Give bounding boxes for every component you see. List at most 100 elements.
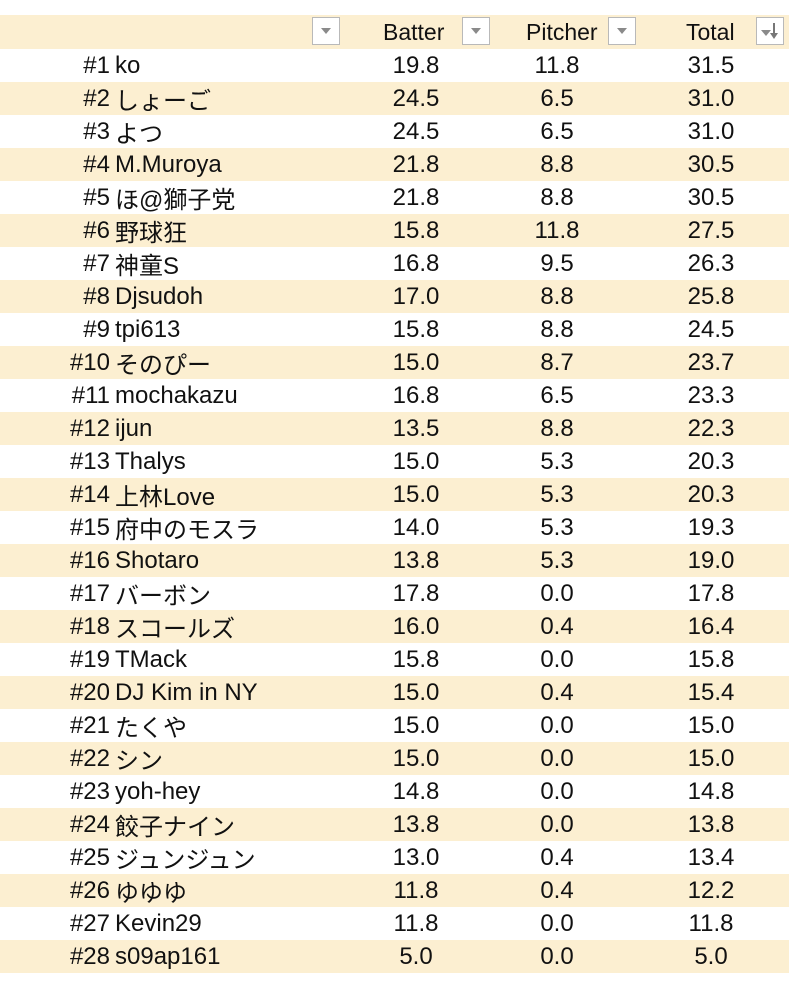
- player-name: 餃子ナイン: [115, 814, 235, 841]
- table-row[interactable]: #8 Djsudoh 17.0 8.8 25.8: [0, 280, 789, 313]
- batter-score: 24.5: [392, 117, 440, 145]
- player-name: TMack: [115, 645, 187, 673]
- table-row[interactable]: #14 上林Love 15.0 5.3 20.3: [0, 478, 789, 511]
- player-name: s09ap161: [115, 942, 221, 970]
- player-cell: #25 ジュンジュン: [0, 841, 340, 875]
- player-name: M.Muroya: [115, 150, 222, 178]
- player-cell: #9 tpi613: [0, 313, 340, 346]
- total-score: 31.0: [687, 84, 735, 112]
- table-row[interactable]: #19 TMack 15.8 0.0 15.8: [0, 643, 789, 676]
- pitcher-score: 6.5: [540, 84, 574, 112]
- total-score: 30.5: [687, 183, 735, 211]
- player-name: Djsudoh: [115, 282, 204, 310]
- pitcher-score: 0.4: [540, 876, 574, 904]
- player-cell: #6 野球狂: [0, 214, 340, 248]
- batter-score: 17.8: [392, 579, 440, 607]
- total-score: 16.4: [687, 612, 735, 640]
- total-score: 12.2: [687, 876, 735, 904]
- player-name: たくや: [115, 715, 187, 742]
- table-row[interactable]: #16 Shotaro 13.8 5.3 19.0: [0, 544, 789, 577]
- table-row[interactable]: #23 yoh-hey 14.8 0.0 14.8: [0, 775, 789, 808]
- pitcher-score: 5.3: [540, 480, 574, 508]
- rank-label: #9: [83, 315, 110, 343]
- table-row[interactable]: #22 シン 15.0 0.0 15.0: [0, 742, 789, 775]
- table-row[interactable]: #7 神童S 16.8 9.5 26.3: [0, 247, 789, 281]
- rank-label: #14: [69, 480, 110, 508]
- batter-score: 15.0: [392, 348, 440, 376]
- total-score: 13.4: [687, 843, 735, 871]
- pitcher-filter-button[interactable]: [608, 17, 636, 45]
- table-row[interactable]: #12 ijun 13.5 8.8 22.3: [0, 412, 789, 445]
- batter-score: 11.8: [393, 909, 439, 937]
- pitcher-score: 0.0: [540, 942, 574, 970]
- table-row[interactable]: #3 よつ 24.5 6.5 31.0: [0, 115, 789, 149]
- player-cell: #18 スコールズ: [0, 610, 340, 644]
- total-score: 27.5: [687, 216, 735, 244]
- table-row[interactable]: #9 tpi613 15.8 8.8 24.5: [0, 313, 789, 346]
- rank-label: #3: [83, 117, 110, 145]
- batter-score: 13.0: [392, 843, 440, 871]
- pitcher-score: 5.3: [540, 513, 574, 541]
- total-score: 23.7: [687, 348, 735, 376]
- rank-label: #17: [69, 579, 110, 607]
- batter-score: 15.0: [392, 744, 440, 772]
- table-row[interactable]: #4 M.Muroya 21.8 8.8 30.5: [0, 148, 789, 181]
- player-name: tpi613: [115, 315, 181, 343]
- batter-score: 16.0: [392, 612, 440, 640]
- player-cell: #5 ほ@獅子党: [0, 181, 340, 215]
- batter-filter-button[interactable]: [462, 17, 490, 45]
- total-score: 15.4: [687, 678, 735, 706]
- table-row[interactable]: #24 餃子ナイン 13.8 0.0 13.8: [0, 808, 789, 841]
- rank-label: #13: [69, 447, 110, 475]
- total-header: Total: [686, 18, 735, 45]
- batter-header: Batter: [383, 18, 445, 45]
- rank-label: #25: [69, 843, 110, 871]
- rank-label: #10: [69, 348, 110, 376]
- batter-score: 14.0: [392, 513, 440, 541]
- total-score: 19.0: [687, 546, 735, 574]
- total-score: 23.3: [687, 381, 735, 409]
- total-score: 11.8: [688, 909, 734, 937]
- standings-table: Batter Pitcher Total #1 ko 19.8 11.8 31.…: [0, 15, 789, 973]
- player-cell: #15 府中のモスラ: [0, 511, 340, 545]
- player-name: よつ: [115, 121, 163, 148]
- pitcher-score: 0.4: [540, 612, 574, 640]
- table-row[interactable]: #11 mochakazu 16.8 6.5 23.3: [0, 379, 789, 412]
- total-score: 15.0: [687, 744, 735, 772]
- pitcher-score: 0.4: [540, 843, 574, 871]
- table-row[interactable]: #13 Thalys 15.0 5.3 20.3: [0, 445, 789, 478]
- rank-label: #26: [69, 876, 110, 904]
- table-row[interactable]: #27 Kevin29 11.8 0.0 11.8: [0, 907, 789, 940]
- table-row[interactable]: #5 ほ@獅子党 21.8 8.8 30.5: [0, 181, 789, 215]
- player-cell: #8 Djsudoh: [0, 280, 340, 313]
- pitcher-score: 6.5: [540, 117, 574, 145]
- player-cell: #12 ijun: [0, 412, 340, 445]
- player-name: Thalys: [115, 447, 186, 475]
- table-row[interactable]: #28 s09ap161 5.0 0.0 5.0: [0, 940, 789, 973]
- table-row[interactable]: #1 ko 19.8 11.8 31.5: [0, 49, 789, 82]
- total-sort-filter-button[interactable]: [756, 17, 784, 45]
- batter-score: 15.0: [392, 480, 440, 508]
- total-score: 19.3: [687, 513, 735, 541]
- table-row[interactable]: #25 ジュンジュン 13.0 0.4 13.4: [0, 841, 789, 875]
- table-row[interactable]: #2 しょーご 24.5 6.5 31.0: [0, 82, 789, 115]
- player-name: ゆゆゆ: [115, 880, 187, 907]
- player-name: そのぴー: [115, 352, 211, 379]
- table-row[interactable]: #10 そのぴー 15.0 8.7 23.7: [0, 346, 789, 379]
- pitcher-score: 11.8: [534, 216, 580, 244]
- table-row[interactable]: #26 ゆゆゆ 11.8 0.4 12.2: [0, 874, 789, 907]
- table-row[interactable]: #17 バーボン 17.8 0.0 17.8: [0, 577, 789, 611]
- batter-score: 16.8: [392, 249, 440, 277]
- table-row[interactable]: #6 野球狂 15.8 11.8 27.5: [0, 214, 789, 247]
- table-row[interactable]: #15 府中のモスラ 14.0 5.3 19.3: [0, 511, 789, 545]
- player-name: 上林Love: [115, 484, 216, 511]
- name-filter-button[interactable]: [312, 17, 340, 45]
- table-row[interactable]: #21 たくや 15.0 0.0 15.0: [0, 709, 789, 743]
- dropdown-arrow-icon: [321, 28, 331, 34]
- total-score: 22.3: [687, 414, 735, 442]
- table-row[interactable]: #20 DJ Kim in NY 15.0 0.4 15.4: [0, 676, 789, 709]
- player-name: DJ Kim in NY: [115, 678, 258, 706]
- table-row[interactable]: #18 スコールズ 16.0 0.4 16.4: [0, 610, 789, 643]
- pitcher-score: 8.8: [540, 150, 574, 178]
- player-cell: #11 mochakazu: [0, 379, 340, 412]
